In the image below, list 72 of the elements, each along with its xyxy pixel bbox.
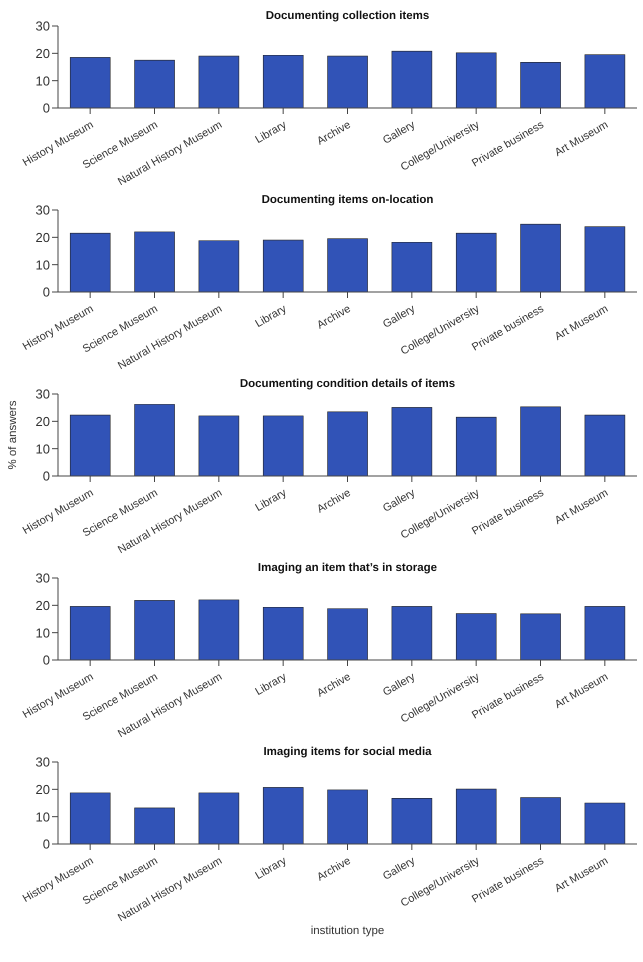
bar — [134, 60, 175, 108]
y-tick-label: 30 — [36, 202, 50, 218]
bar — [327, 238, 368, 292]
y-tick-label: 0 — [42, 284, 50, 300]
bar — [392, 606, 432, 660]
bar — [456, 416, 497, 476]
bar — [262, 787, 304, 844]
bar — [134, 808, 175, 844]
y-tick-label: 20 — [36, 230, 50, 245]
bar — [70, 606, 111, 660]
bar — [198, 792, 240, 844]
bar — [70, 57, 111, 108]
bar — [134, 404, 175, 476]
bar — [134, 232, 175, 292]
bar — [70, 232, 111, 292]
y-tick-label: 20 — [36, 46, 50, 61]
y-tick-label: 0 — [42, 100, 50, 116]
y-tick-label: 20 — [36, 598, 50, 613]
bar — [327, 56, 368, 108]
bar — [262, 416, 304, 476]
bar — [392, 407, 432, 476]
bar — [584, 414, 626, 476]
y-axis-title: % of answers — [7, 400, 20, 470]
y-tick-label: 0 — [42, 652, 50, 668]
bar — [584, 54, 626, 108]
bar — [520, 224, 561, 292]
chart-title: Documenting items on-location — [260, 194, 434, 206]
bar — [392, 242, 432, 292]
y-tick-label: 10 — [36, 809, 50, 824]
bar — [198, 56, 240, 108]
bar — [584, 802, 626, 844]
bar — [134, 600, 175, 660]
chart-title: Imaging items for social media — [262, 746, 433, 758]
chart-title: Documenting collection items — [264, 10, 430, 22]
bar — [520, 62, 561, 108]
bar — [520, 614, 561, 660]
bar — [327, 411, 368, 476]
x-axis-title: institution type — [310, 925, 384, 937]
bar — [198, 416, 240, 476]
y-tick-label: 30 — [36, 18, 50, 34]
bar — [327, 608, 368, 660]
y-tick-label: 30 — [36, 570, 50, 586]
bar — [456, 788, 497, 844]
bar — [456, 232, 497, 292]
y-tick-label: 10 — [36, 441, 50, 456]
y-tick-label: 0 — [42, 836, 50, 852]
bar — [392, 50, 432, 108]
y-tick-label: 30 — [36, 754, 50, 770]
y-tick-label: 10 — [36, 73, 50, 88]
bar — [520, 406, 561, 476]
y-tick-label: 10 — [36, 625, 50, 640]
y-tick-label: 30 — [36, 386, 50, 402]
chart-title: Documenting condition details of items — [238, 378, 456, 390]
bar — [584, 606, 626, 660]
bar — [262, 54, 304, 108]
bar — [198, 600, 240, 660]
bar — [392, 798, 432, 844]
bar — [456, 52, 497, 108]
bar — [262, 240, 304, 292]
y-tick-label: 10 — [36, 257, 50, 272]
bar — [520, 797, 561, 844]
y-tick-label: 20 — [36, 414, 50, 429]
y-tick-label: 20 — [36, 782, 50, 797]
bar — [584, 226, 626, 292]
bar — [327, 790, 368, 844]
bar — [262, 606, 304, 660]
bar — [70, 414, 111, 476]
y-tick-label: 0 — [42, 468, 50, 484]
bar — [456, 613, 497, 660]
bar — [70, 792, 111, 844]
bar — [198, 240, 240, 292]
chart-title: Imaging an item that’s in storage — [256, 562, 438, 574]
